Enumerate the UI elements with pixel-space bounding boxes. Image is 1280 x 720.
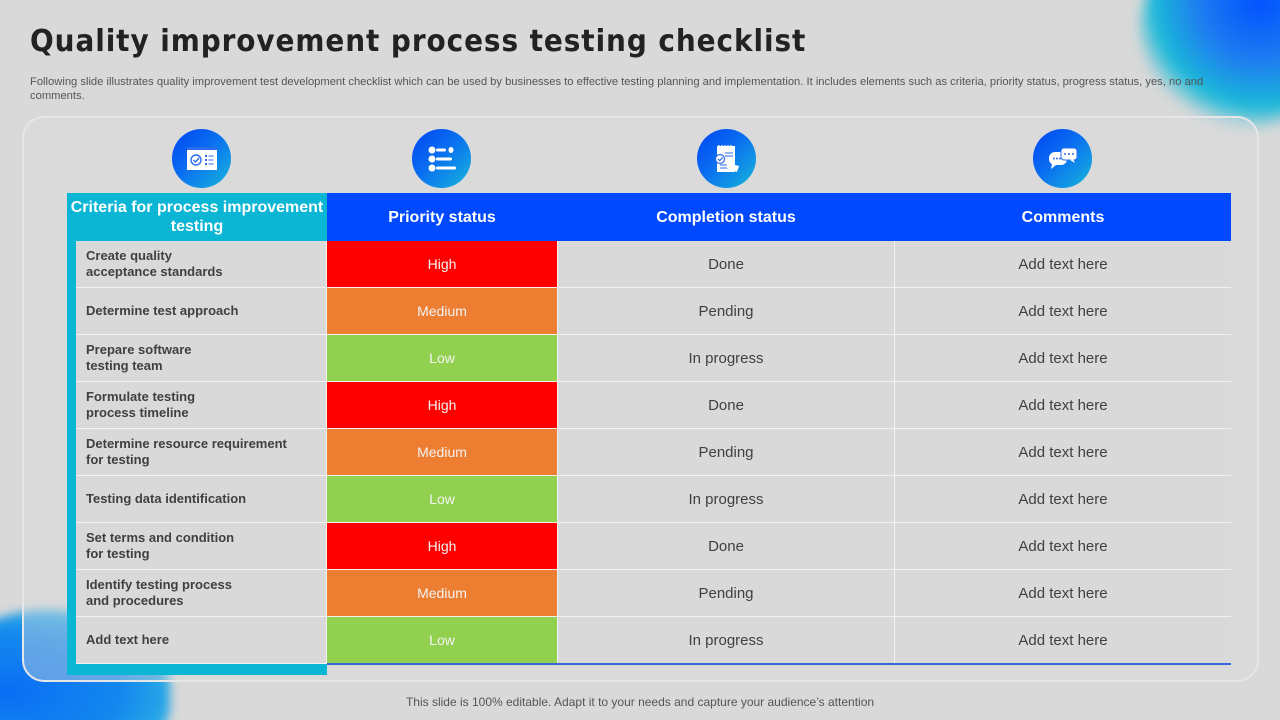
criteria-cell: Formulate testing process timeline <box>76 382 326 428</box>
table-row: Add text here Low In progress Add text here <box>76 617 1231 664</box>
document-approval-icon <box>697 129 756 188</box>
criteria-cell: Prepare software testing team <box>76 335 326 381</box>
comments-cell: Add text here <box>895 617 1231 663</box>
criteria-cell: Add text here <box>76 617 326 663</box>
completion-status-cell: Done <box>558 382 894 428</box>
completion-status-cell: Pending <box>558 288 894 334</box>
header-priority: Priority status <box>388 208 496 226</box>
criteria-cell: Testing data identification <box>76 476 326 522</box>
slide-title: Quality improvement process testing chec… <box>30 24 807 59</box>
table-row: Determine resource requirement for testi… <box>76 429 1231 476</box>
completion-status-cell: Done <box>558 523 894 569</box>
completion-status-cell: Done <box>558 241 894 287</box>
comments-cell: Add text here <box>895 429 1231 475</box>
priority-cell: Low <box>327 476 557 522</box>
priority-cell: Low <box>327 335 557 381</box>
browser-settings-checklist-icon <box>172 129 231 188</box>
priority-cell: Low <box>327 617 557 663</box>
priority-cell: Medium <box>327 429 557 475</box>
completion-status-cell: In progress <box>558 335 894 381</box>
priority-cell: High <box>327 382 557 428</box>
header-completion: Completion status <box>656 208 796 226</box>
header-criteria: Criteria for process improvement testing <box>70 199 324 235</box>
slide-subtitle: Following slide illustrates quality impr… <box>30 76 1204 102</box>
table-row: Formulate testing process timeline High Do… <box>76 382 1231 429</box>
table-row: Identify testing process and procedures M… <box>76 570 1231 617</box>
table-header-bar <box>327 193 1231 241</box>
criteria-cell: Identify testing process and procedures <box>76 570 326 616</box>
comments-cell: Add text here <box>895 241 1231 287</box>
priority-cell: High <box>327 523 557 569</box>
criteria-cell: Create quality acceptance standards <box>76 241 326 287</box>
comments-cell: Add text here <box>895 288 1231 334</box>
table-row: Set terms and condition for testing High D… <box>76 523 1231 570</box>
header-comments: Comments <box>1021 208 1105 226</box>
comments-cell: Add text here <box>895 570 1231 616</box>
priority-cell: Medium <box>327 570 557 616</box>
completion-status-cell: Pending <box>558 570 894 616</box>
criteria-cell: Determine resource requirement for testi… <box>76 429 326 475</box>
completion-status-cell: In progress <box>558 476 894 522</box>
table-row: Testing data identification Low In progres… <box>76 476 1231 523</box>
comments-cell: Add text here <box>895 476 1231 522</box>
criteria-cell: Determine test approach <box>76 288 326 334</box>
table-row: Determine test approach Medium Pending Add … <box>76 288 1231 335</box>
table-bottom-border <box>327 663 1231 665</box>
comments-cell: Add text here <box>895 523 1231 569</box>
slide-footer: This slide is 100% editable. Adapt it to… <box>405 695 875 709</box>
chat-bubbles-icon <box>1033 129 1092 188</box>
comments-cell: Add text here <box>895 382 1231 428</box>
priority-cell: High <box>327 241 557 287</box>
table-row: Create quality acceptance standards High D… <box>76 241 1231 288</box>
criteria-cell: Set terms and condition for testing <box>76 523 326 569</box>
completion-status-cell: In progress <box>558 617 894 663</box>
priority-cell: Medium <box>327 288 557 334</box>
decorative-blob-top-right <box>1140 0 1280 130</box>
table-row: Prepare software testing team Low In progr… <box>76 335 1231 382</box>
priority-list-icon <box>412 129 471 188</box>
comments-cell: Add text here <box>895 335 1231 381</box>
completion-status-cell: Pending <box>558 429 894 475</box>
